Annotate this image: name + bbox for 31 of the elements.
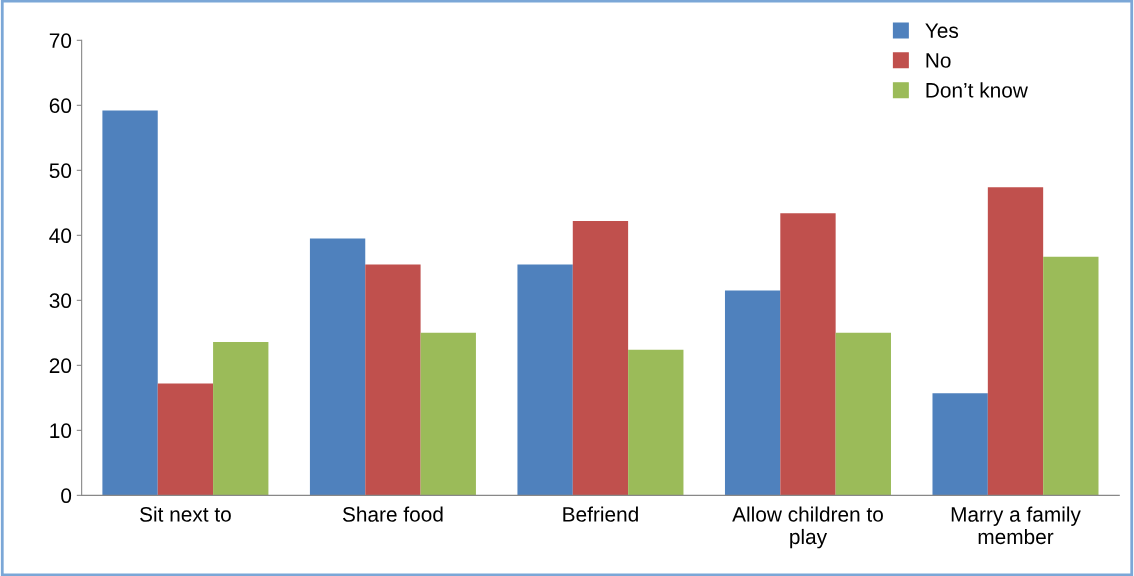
y-tick-label: 30: [49, 293, 72, 309]
bar: [309, 238, 366, 496]
y-tick-label: 0: [61, 488, 72, 504]
x-tick-label: Allow children to play: [732, 506, 883, 549]
bar: [365, 264, 421, 496]
x-tick-label: Share food: [342, 506, 443, 522]
bar: [987, 187, 1044, 496]
bar: [572, 221, 629, 496]
bar: [420, 332, 476, 496]
y-tick-label: 60: [49, 98, 72, 114]
bar: [724, 290, 781, 496]
bar: [1043, 256, 1099, 496]
bar: [628, 349, 684, 496]
y-tick-label: 70: [49, 33, 72, 49]
bar: [517, 264, 573, 496]
legend-label: No: [926, 53, 951, 68]
bar: [932, 393, 988, 496]
bar: [780, 213, 836, 496]
y-tick-label: 50: [49, 163, 72, 179]
bar: [102, 110, 158, 496]
x-tick-label: Befriend: [563, 506, 638, 522]
y-tick-label: 10: [50, 423, 72, 439]
legend-label: Yes: [925, 23, 959, 38]
x-tick-label: Sit next to: [140, 506, 231, 522]
y-tick-label: 20: [49, 358, 72, 374]
y-tick-label: 40: [49, 228, 72, 244]
bar: [157, 383, 214, 496]
bar: [835, 332, 891, 496]
x-tick-label: Marry a family member: [951, 506, 1081, 545]
legend-label: Don’t know: [926, 82, 1028, 98]
bar: [213, 341, 269, 496]
